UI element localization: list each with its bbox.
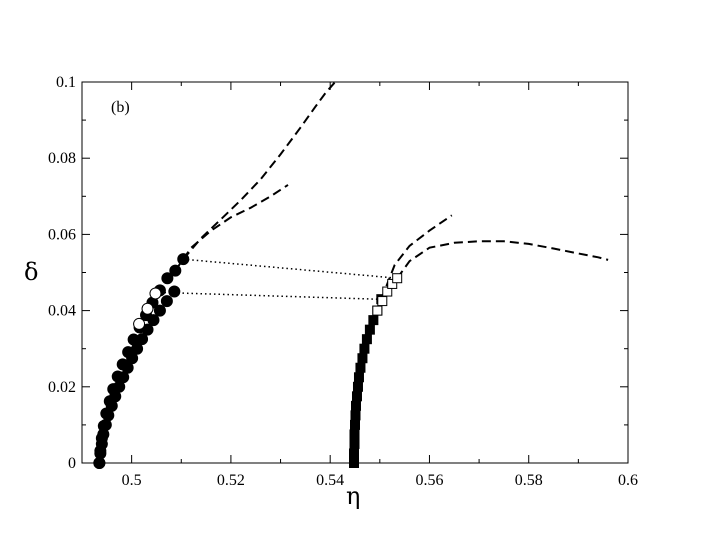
data-point-filled-square	[364, 324, 375, 335]
dashed-curve	[182, 82, 336, 260]
x-tick-label: 0.6	[618, 472, 638, 489]
y-tick-label: 0.04	[48, 303, 76, 320]
data-point-filled-square	[351, 391, 362, 402]
y-tick-label: 0.02	[48, 379, 76, 396]
data-point-open-circle	[149, 287, 162, 300]
data-point-filled-circle	[116, 358, 129, 371]
x-tick-label: 0.52	[217, 472, 245, 489]
data-point-filled-square	[350, 400, 361, 411]
data-point-filled-square	[353, 372, 364, 383]
y-tick-label: 0.06	[48, 226, 76, 243]
data-point-filled-circle	[111, 370, 124, 383]
dashed-curve	[380, 214, 453, 300]
data-point-open-square	[392, 273, 403, 284]
data-point-filled-circle	[127, 333, 140, 346]
data-point-filled-square	[359, 343, 370, 354]
data-point-filled-circle	[93, 457, 106, 469]
data-point-filled-circle	[122, 346, 135, 359]
data-point-filled-square	[349, 438, 360, 449]
y-tick-label: 0.1	[56, 74, 76, 91]
data-point-open-circle	[141, 302, 154, 315]
y-axis-label: δ	[24, 258, 38, 286]
data-point-open-square	[372, 305, 383, 316]
data-point-filled-square	[350, 419, 360, 430]
data-point-filled-circle	[161, 272, 174, 285]
data-point-filled-circle	[177, 253, 190, 266]
data-point-open-circle	[133, 317, 146, 330]
data-point-filled-square	[357, 353, 368, 364]
dotted-curve	[155, 291, 378, 300]
data-point-filled-circle	[94, 444, 107, 457]
data-point-filled-square	[368, 315, 379, 326]
data-point-filled-circle	[107, 383, 120, 396]
dashed-curve	[396, 240, 609, 279]
y-tick-label: 0	[68, 455, 76, 472]
data-point-filled-circle	[97, 420, 110, 433]
data-point-filled-circle	[169, 264, 182, 277]
data-point-filled-circle	[95, 432, 108, 445]
panel-label: (b)	[111, 99, 130, 116]
data-point-filled-circle	[153, 304, 166, 317]
data-point-filled-square	[355, 362, 366, 373]
y-tick-label: 0.08	[48, 150, 76, 167]
dashed-curve	[174, 184, 289, 272]
x-tick-label: 0.56	[415, 472, 443, 489]
data-point-filled-square	[350, 410, 361, 421]
x-tick-label: 0.5	[122, 472, 142, 489]
x-tick-label: 0.58	[515, 472, 543, 489]
data-point-filled-square	[352, 381, 363, 392]
data-point-open-square	[377, 296, 388, 307]
data-point-filled-circle	[168, 285, 181, 298]
data-point-filled-square	[349, 448, 360, 459]
data-point-filled-circle	[160, 295, 173, 308]
data-point-filled-circle	[100, 407, 113, 420]
dotted-curve	[183, 258, 398, 279]
x-tick-label: 0.54	[316, 472, 344, 489]
data-point-filled-square	[349, 429, 360, 440]
data-point-filled-square	[349, 458, 360, 468]
data-point-filled-circle	[103, 395, 116, 408]
x-axis-label: η	[346, 482, 360, 510]
data-point-filled-square	[361, 334, 372, 345]
